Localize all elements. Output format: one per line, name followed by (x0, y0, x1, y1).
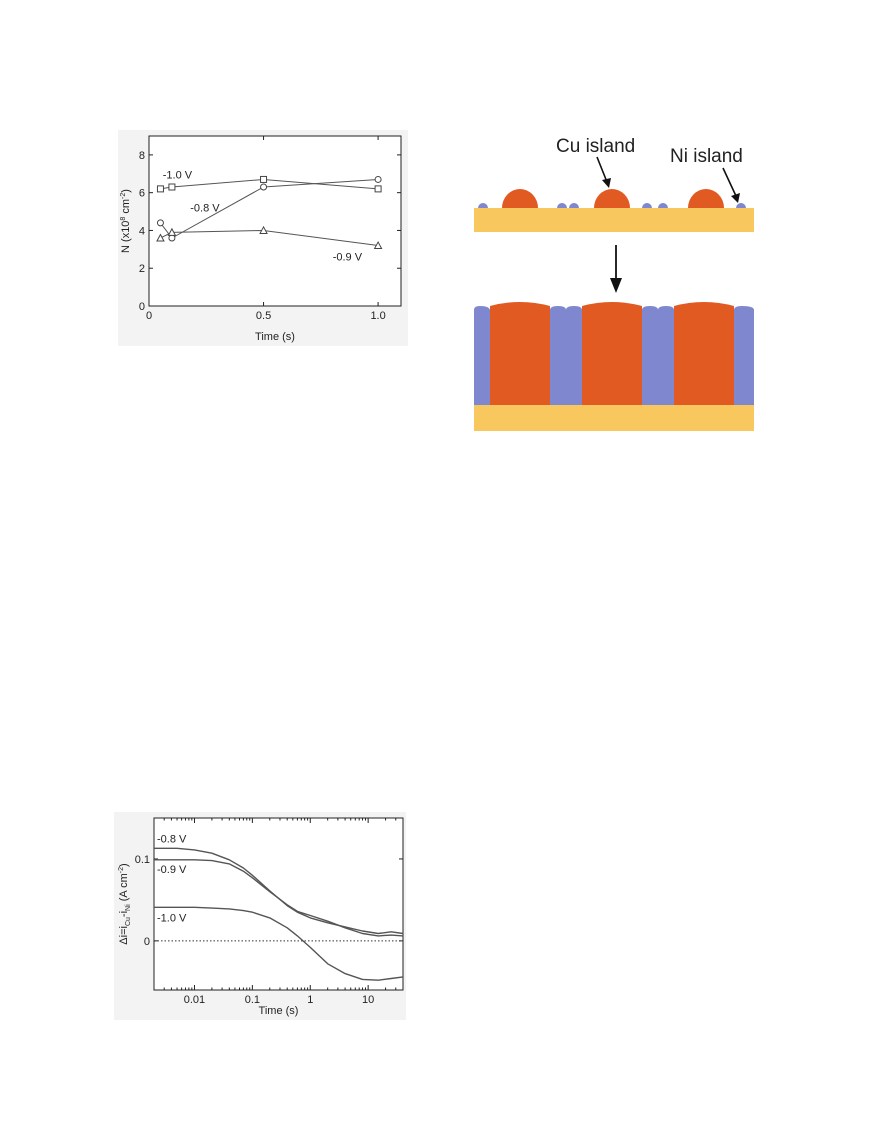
y-tick-label: 8 (139, 150, 145, 162)
data-point-square (168, 183, 176, 191)
series-label: -1.0 V (163, 170, 193, 182)
substrate-bottom (474, 405, 754, 431)
data-point-circle (260, 183, 268, 191)
ni-islands-top (478, 203, 746, 208)
ni-columns-bottom (474, 306, 754, 405)
y-axis-label: Δi=iCu-iNi (A cm-2) (118, 863, 132, 944)
series-line (154, 906, 404, 981)
x-tick-label: 1.0 (370, 310, 385, 322)
data-point-circle (156, 219, 164, 227)
y-tick-label: 0 (139, 301, 145, 313)
data-point-square (156, 185, 164, 193)
x-tick-label: 0.01 (184, 994, 205, 1006)
cu-island-label: Cu island (556, 136, 635, 157)
series-label: -0.9 V (157, 864, 187, 876)
series-line (154, 859, 404, 937)
series-line (160, 229, 379, 247)
series-label: -0.8 V (157, 833, 187, 845)
y-axis-label: N (x108 cm-2) (120, 189, 132, 253)
island-growth-svg: Cu island Ni island (474, 136, 754, 431)
data-point-square (374, 185, 382, 193)
y-tick-label: 0 (144, 936, 150, 948)
series-line (160, 178, 379, 239)
cu-columns-bottom (490, 302, 734, 405)
island-growth-diagram: Cu island Ni island (470, 130, 770, 435)
current-difference-chart: 0.01 0.1 1 10 0 0.1 Time (s) Δi=iCu-iNi (A cm-2… (114, 812, 406, 1020)
x-axis-label: Time (s) (255, 331, 295, 343)
plot-frame (153, 817, 404, 991)
x-tick-label: 10 (362, 994, 374, 1006)
plot-frame (148, 135, 402, 307)
cu-islands-top (502, 189, 724, 208)
data-point-circle (374, 175, 382, 183)
series-label: -0.8 V (190, 203, 220, 215)
substrate-top (474, 208, 754, 232)
x-tick-label: 1 (307, 994, 313, 1006)
series-label: -0.9 V (333, 252, 363, 264)
island-density-chart: 0 0.5 1.0 0 2 4 6 8 Time (s) N (x108 cm-2) -1.0 V -… (118, 130, 408, 346)
cu-label-arrow (596, 156, 611, 188)
x-tick-label: 0 (146, 310, 152, 322)
growth-arrow (610, 245, 622, 293)
data-point-triangle (259, 225, 268, 234)
series-line (160, 178, 379, 190)
y-tick-label: 6 (139, 188, 145, 200)
data-point-triangle (156, 233, 165, 242)
y-tick-label: 2 (139, 263, 145, 275)
y-tick-label: 0.1 (135, 854, 150, 866)
ni-island-label: Ni island (670, 146, 743, 167)
island-density-plot: 0 0.5 1.0 0 2 4 6 8 Time (s) N (x108 cm-2) -1.0 V -… (120, 135, 402, 343)
series-label: -1.0 V (157, 912, 187, 924)
x-tick-label: 0.1 (245, 994, 260, 1006)
data-point-triangle (373, 241, 383, 250)
ni-label-arrow (722, 167, 740, 203)
data-point-square (260, 175, 268, 183)
x-axis-label: Time (s) (259, 1005, 299, 1017)
data-point-triangle (167, 227, 177, 236)
y-tick-label: 4 (139, 225, 145, 237)
data-point-circle (168, 234, 176, 242)
x-tick-label: 0.5 (256, 310, 271, 322)
